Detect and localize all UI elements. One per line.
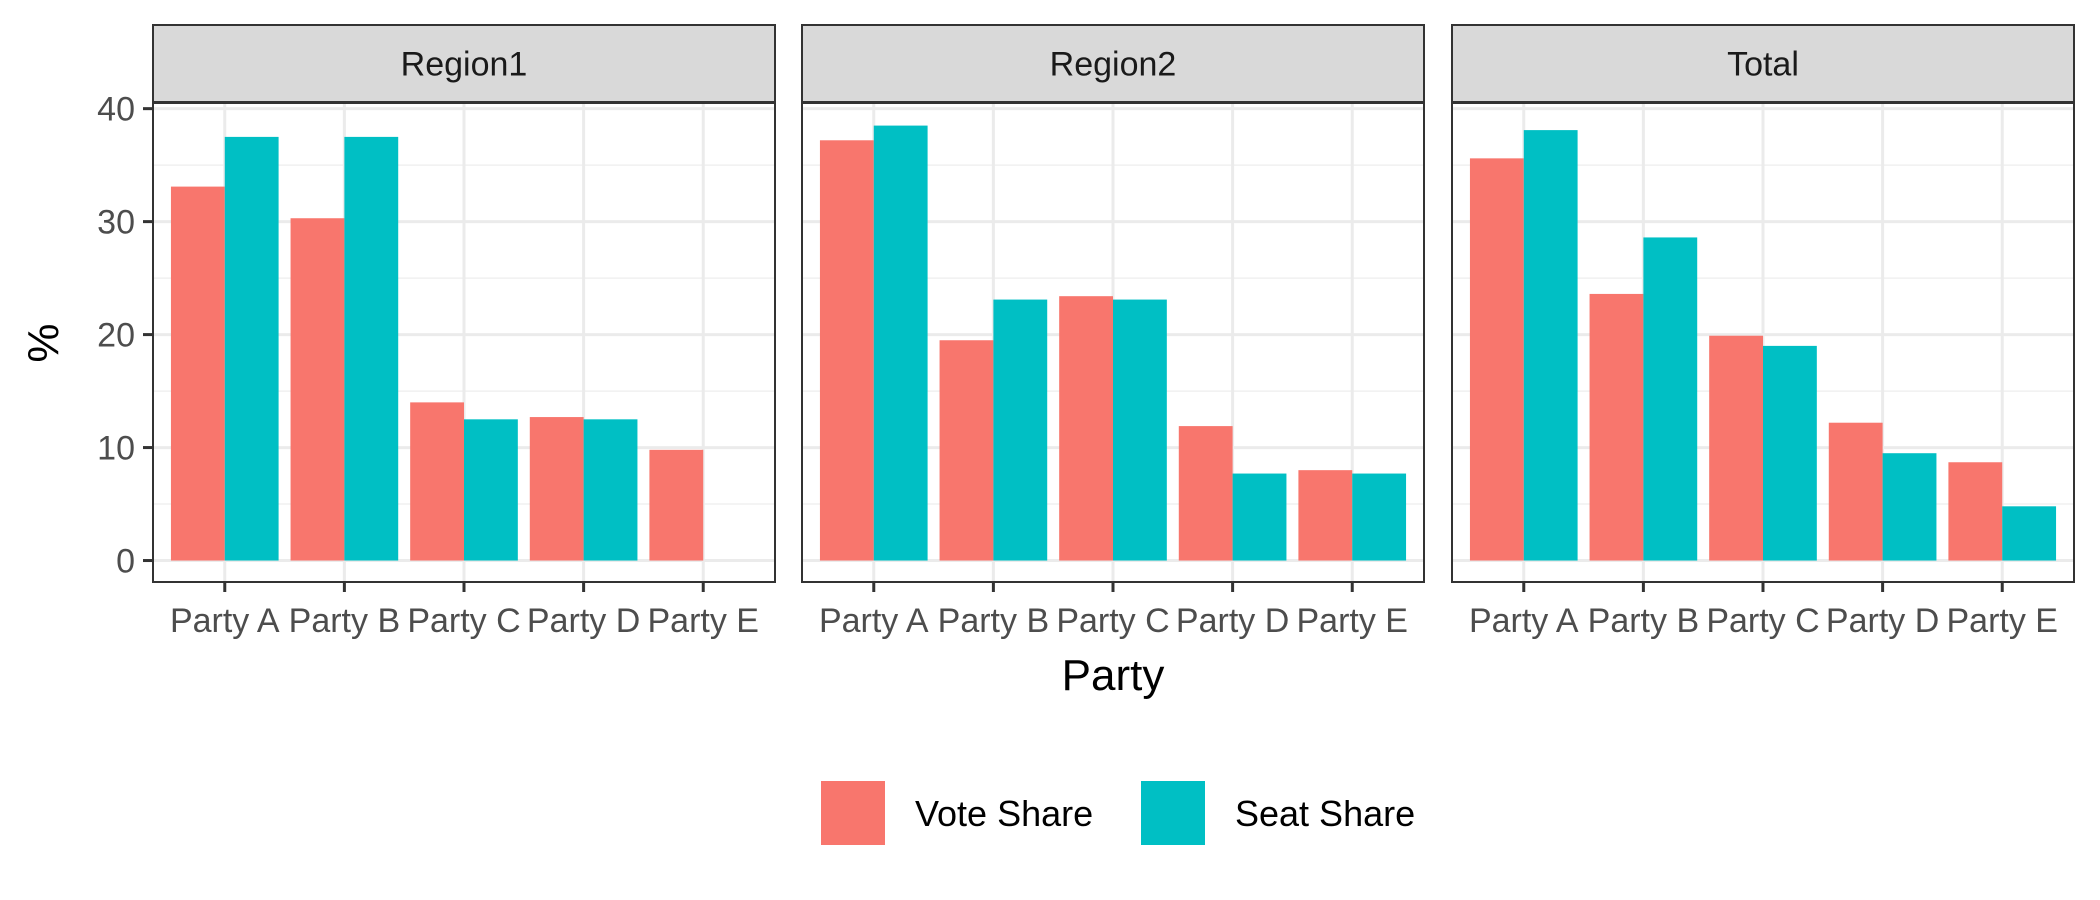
- bar-region1-party-c-seat-share: [464, 419, 518, 561]
- bar-region2-party-a-seat-share: [873, 125, 928, 561]
- bar-region1-party-b-seat-share: [344, 136, 399, 561]
- bar-region2-party-b-vote-share: [939, 340, 994, 561]
- bar-region2-party-c-seat-share: [1113, 299, 1167, 561]
- facet-strip-label: Total: [1727, 46, 1799, 84]
- bar-total-party-a-seat-share: [1523, 130, 1578, 561]
- bar-total-party-d-seat-share: [1882, 453, 1937, 561]
- x-tick-label: Party B: [938, 602, 1049, 640]
- bar-total-party-c-vote-share: [1709, 335, 1763, 561]
- x-tick-label: Party A: [819, 602, 929, 640]
- bar-region1-party-b-vote-share: [290, 218, 345, 561]
- x-tick-label: Party D: [527, 602, 640, 640]
- facet-strip: [152, 24, 776, 103]
- bar-total-party-e-vote-share: [1948, 462, 2003, 561]
- facet-strip: [1451, 24, 2075, 103]
- facet-panel-region2: Region2 Party A Party B Party C Party D Party…: [801, 24, 1425, 640]
- bar-region1-party-e-vote-share: [649, 449, 704, 561]
- facet-strip-label: Region1: [401, 46, 528, 84]
- y-tick-label: 40: [97, 91, 135, 129]
- bar-total-party-b-seat-share: [1643, 237, 1698, 561]
- bar-region1-party-a-vote-share: [170, 186, 225, 561]
- legend-item-seat-share: Seat Share: [1141, 781, 1415, 845]
- legend-key: [821, 781, 885, 845]
- y-axis: 0 10 20 30 40: [97, 91, 153, 581]
- bar-total-party-d-vote-share: [1828, 422, 1883, 561]
- bar-total-party-c-seat-share: [1763, 345, 1817, 561]
- x-tick-label: Party E: [1946, 602, 2057, 640]
- bar-region1-party-a-seat-share: [224, 136, 279, 561]
- y-tick-label: 0: [116, 543, 135, 581]
- y-axis-title: %: [19, 323, 68, 362]
- bar-region2-party-d-vote-share: [1178, 426, 1233, 561]
- bar-region2-party-e-vote-share: [1298, 470, 1353, 561]
- x-tick-label: Party C: [1706, 602, 1819, 640]
- y-tick-label: 10: [97, 430, 135, 468]
- facet-panel-region1: Region1 Party A Party B Party C Party D Party…: [152, 24, 776, 640]
- facet-strip-label: Region2: [1050, 46, 1177, 84]
- bar-region2-party-c-vote-share: [1059, 296, 1113, 561]
- x-tick-label: Party E: [1296, 602, 1407, 640]
- bar-total-party-a-vote-share: [1469, 158, 1524, 561]
- legend-label: Seat Share: [1235, 793, 1415, 834]
- bar-region2-party-a-vote-share: [819, 140, 874, 561]
- x-tick-label: Party B: [1588, 602, 1699, 640]
- bar-region1-party-d-vote-share: [529, 417, 584, 561]
- bar-region1-party-d-seat-share: [583, 419, 638, 561]
- y-tick-label: 20: [97, 317, 135, 355]
- legend: Vote Share Seat Share: [821, 781, 1415, 845]
- facet-strip: [801, 24, 1425, 103]
- bar-region2-party-e-seat-share: [1352, 473, 1407, 561]
- x-tick-label: Party B: [289, 602, 400, 640]
- bar-region2-party-d-seat-share: [1232, 473, 1287, 561]
- x-tick-label: Party C: [1056, 602, 1169, 640]
- x-tick-label: Party E: [647, 602, 758, 640]
- legend-key: [1141, 781, 1205, 845]
- x-tick-label: Party A: [170, 602, 280, 640]
- x-tick-label: Party C: [407, 602, 520, 640]
- legend-item-vote-share: Vote Share: [821, 781, 1093, 845]
- bar-region2-party-b-seat-share: [993, 299, 1048, 561]
- x-axis-title: Party: [1062, 651, 1165, 700]
- bar-total-party-e-seat-share: [2002, 506, 2057, 561]
- facet-panel-total: Total Party A Party B Party C Party D Party E: [1451, 24, 2075, 640]
- x-tick-label: Party A: [1469, 602, 1579, 640]
- bar-region1-party-c-vote-share: [410, 402, 464, 561]
- x-tick-label: Party D: [1826, 602, 1939, 640]
- bar-total-party-b-vote-share: [1589, 293, 1644, 561]
- y-tick-label: 30: [97, 204, 135, 242]
- legend-label: Vote Share: [915, 793, 1093, 834]
- x-tick-label: Party D: [1176, 602, 1289, 640]
